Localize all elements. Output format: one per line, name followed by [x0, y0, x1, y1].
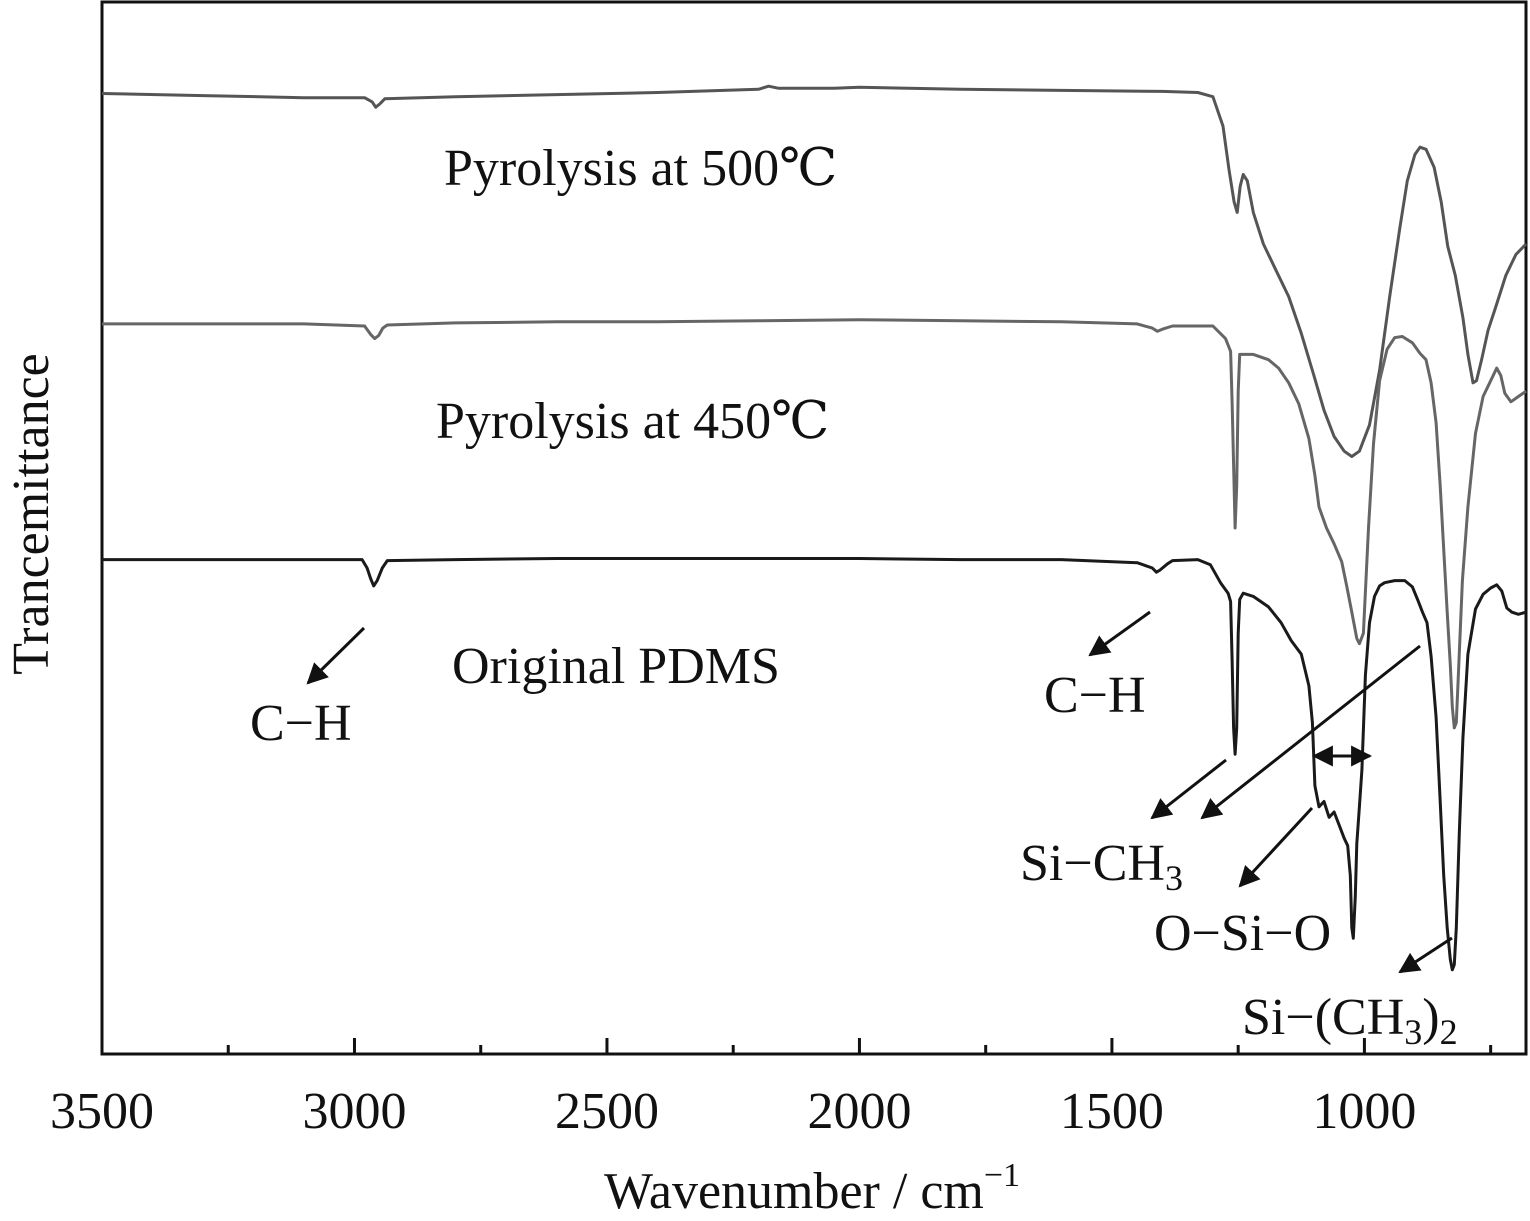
x-tick-label: 3500: [50, 1083, 154, 1140]
series-line-2: [102, 557, 1527, 972]
annotation-si-ch3-2-label: Si−(CH3)2: [1242, 989, 1458, 1052]
annotation-si-ch3-text: Si−CH: [1020, 835, 1165, 892]
series-line-0: [101, 84, 1528, 458]
plot-frame: [100, 0, 1528, 1056]
annotation-o-si-o: O−Si−O: [1154, 745, 1373, 962]
arrow-o-si-o: [1238, 806, 1314, 888]
annotation-si-ch3-2-suffix: ): [1422, 989, 1439, 1046]
annotation-ch-right: C−H: [1044, 610, 1151, 724]
x-tick-label: 1500: [1060, 1083, 1164, 1140]
arrow-si-ch3-a: [1150, 758, 1227, 820]
annotation-o-si-o-label: O−Si−O: [1154, 905, 1331, 962]
annotation-si-ch3-2-text: Si−(CH: [1242, 989, 1404, 1046]
series-label-500: Pyrolysis at 500℃: [444, 140, 837, 197]
series-line-1: [102, 318, 1527, 730]
x-tick-label: 1000: [1312, 1083, 1416, 1140]
x-tick-label: 3000: [302, 1083, 406, 1140]
annotation-si-ch3-2: Si−(CH3)2: [1242, 936, 1458, 1052]
x-axis-title-text: Wavenumber / cm: [604, 1163, 984, 1220]
y-axis-title: Trancemittance: [3, 353, 60, 675]
annotation-si-ch3-2-suffix-sub: 2: [1440, 1012, 1458, 1052]
arrow-ch-right: [1088, 610, 1151, 657]
x-axis-title-sup: −1: [984, 1157, 1020, 1194]
x-tick-label: 2500: [555, 1083, 659, 1140]
annotation-si-ch3-label: Si−CH3: [1020, 835, 1183, 898]
annotation-si-ch3-2-sub: 3: [1404, 1012, 1422, 1052]
series-layer: [101, 84, 1528, 972]
x-axis: 3500 3000 2500 2000 1500 1000: [50, 1038, 1493, 1140]
arrow-si-ch3-2: [1398, 936, 1453, 974]
x-tick-label: 2000: [807, 1083, 911, 1140]
x-axis-title: Wavenumber / cm−1: [604, 1157, 1020, 1220]
annotation-ch-left-label: C−H: [250, 695, 352, 752]
series-label-pdms: Original PDMS: [452, 638, 780, 695]
arrow-si-ch3-b: [1200, 644, 1421, 820]
annotation-si-ch3: Si−CH3: [1020, 644, 1421, 898]
arrow-ch-left: [306, 626, 366, 685]
annotation-si-ch3-sub: 3: [1165, 858, 1183, 898]
annotation-ch-right-label: C−H: [1044, 667, 1146, 724]
series-label-450: Pyrolysis at 450℃: [436, 393, 829, 450]
annotation-ch-left: C−H: [250, 626, 366, 752]
